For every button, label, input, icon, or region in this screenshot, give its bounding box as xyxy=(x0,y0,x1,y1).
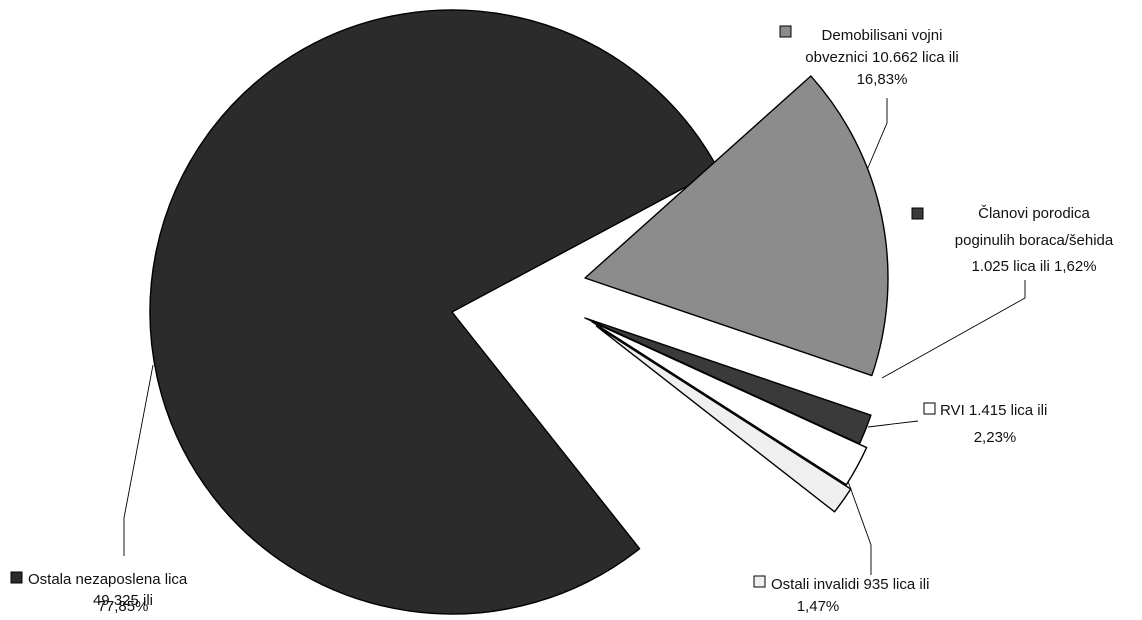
slice-label-demobilisani-line-3: 16,83% xyxy=(857,71,908,88)
slice-invalidi xyxy=(595,325,852,513)
slice-label-rvi-line-1: RVI 1.415 lica ili xyxy=(940,402,1047,419)
leader-line-demobilisani xyxy=(866,98,888,171)
slice-label-clanovi-line-2: poginulih boraca/šehida xyxy=(955,232,1114,249)
leader-line-rvi xyxy=(867,420,919,428)
legend-swatch-demobilisani xyxy=(779,25,792,38)
leader-line-clanovi xyxy=(881,280,1026,379)
slice-label-demobilisani-line-2: obveznici 10.662 lica ili xyxy=(805,49,958,66)
leader-lines xyxy=(123,98,1026,575)
slice-demobilisani xyxy=(584,75,889,377)
slice-label-invalidi-line-1: Ostali invalidi 935 lica ili xyxy=(771,576,929,593)
slices xyxy=(149,9,889,615)
slice-rvi xyxy=(591,321,868,486)
slice-label-ostala-line-3: 77,85% xyxy=(98,598,149,615)
legend-swatch-invalidi xyxy=(753,575,766,588)
slice-label-ostala-line-1: Ostala nezaposlena lica xyxy=(28,571,188,588)
legend-swatch-clanovi xyxy=(911,207,924,220)
slice-label-ostala-line-2: 49.325 ili xyxy=(93,592,153,609)
slice-ostala xyxy=(149,9,719,615)
slice-label-demobilisani-line-1: Demobilisani vojni xyxy=(822,27,943,44)
slice-label-clanovi-line-3: 1.025 lica ili 1,62% xyxy=(971,258,1096,275)
slice-label-rvi-line-2: 2,23% xyxy=(974,429,1017,446)
leader-line-invalidi xyxy=(844,472,872,575)
legend-swatch-rvi xyxy=(923,402,936,415)
legend-swatch-ostala xyxy=(10,571,23,584)
slice-label-clanovi-line-1: Članovi porodica xyxy=(978,205,1090,222)
leader-line-ostala xyxy=(123,364,154,556)
slice-label-invalidi-line-2: 1,47% xyxy=(797,598,840,615)
